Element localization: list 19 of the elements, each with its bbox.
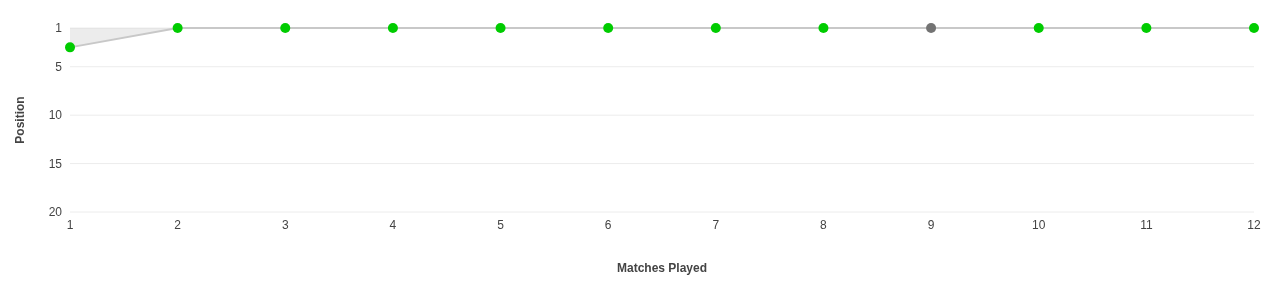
x-tick-label: 10 [1032, 217, 1046, 232]
y-tick-label: 15 [48, 156, 63, 171]
y-tick-label: 5 [55, 60, 63, 74]
x-tick-label: 2 [174, 217, 182, 232]
x-tick-label: 7 [712, 217, 720, 232]
x-tick-label: 5 [497, 217, 505, 232]
x-tick-label: 4 [389, 217, 397, 232]
x-tick-label: 8 [820, 217, 828, 232]
x-tick-label: 1 [66, 217, 74, 232]
x-axis-title: Matches Played [616, 261, 708, 275]
x-tick-label: 11 [1140, 217, 1153, 232]
y-axis-title: Position [13, 96, 28, 144]
x-tick-label: 6 [604, 217, 612, 232]
y-tick-label: 10 [48, 108, 63, 123]
x-tick-label: 3 [281, 217, 289, 232]
y-tick-label: 1 [55, 21, 63, 36]
x-tick-label: 12 [1247, 217, 1261, 232]
y-tick-label: 20 [48, 205, 63, 220]
x-tick-label: 9 [927, 217, 935, 232]
